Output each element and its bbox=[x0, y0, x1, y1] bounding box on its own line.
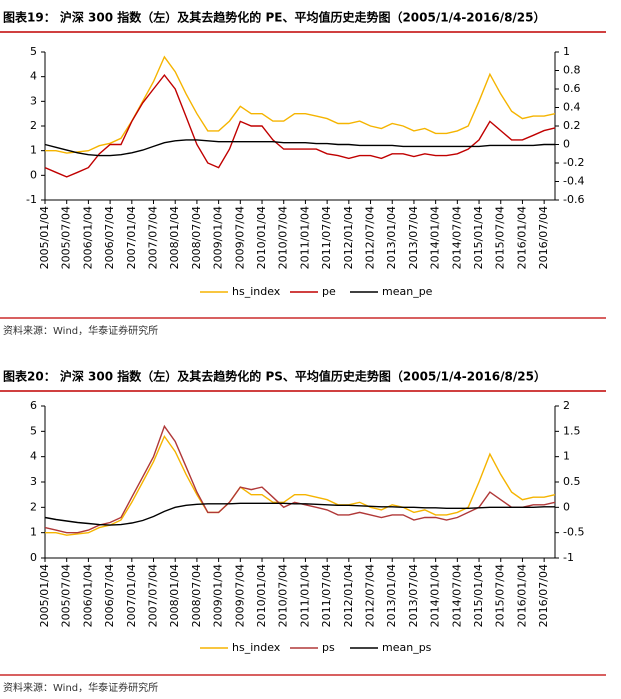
y2-tick-label: -0.2 bbox=[563, 156, 584, 169]
y2-tick-label: 0.5 bbox=[563, 475, 581, 488]
y-tick-label: 1 bbox=[30, 144, 37, 157]
x-tick-label: 2005/01/04 bbox=[38, 564, 51, 627]
y-tick-label: 6 bbox=[30, 399, 37, 412]
x-tick-label: 2015/07/04 bbox=[494, 564, 507, 627]
y-tick-label: 3 bbox=[30, 475, 37, 488]
y2-tick-label: 0.4 bbox=[563, 101, 581, 114]
x-tick-label: 2006/07/04 bbox=[103, 564, 116, 627]
x-tick-label: 2016/01/04 bbox=[515, 206, 528, 269]
x-tick-label: 2009/01/04 bbox=[212, 564, 225, 627]
x-tick-label: 2008/01/04 bbox=[168, 206, 181, 269]
y2-tick-label: 0.8 bbox=[563, 64, 581, 77]
y-tick-label: 1 bbox=[30, 526, 37, 539]
x-tick-label: 2006/01/04 bbox=[81, 206, 94, 269]
x-tick-label: 2012/07/04 bbox=[364, 564, 377, 627]
x-tick-label: 2009/07/04 bbox=[233, 564, 246, 627]
legend-label: ps bbox=[322, 641, 335, 654]
y-tick-label: 5 bbox=[30, 45, 37, 58]
y2-tick-label: 0 bbox=[563, 500, 570, 513]
x-tick-label: 2005/07/04 bbox=[60, 206, 73, 269]
x-tick-label: 2016/07/04 bbox=[537, 564, 550, 627]
y2-tick-label: 0 bbox=[563, 138, 570, 151]
y-tick-label: 2 bbox=[30, 119, 37, 132]
x-tick-label: 2007/07/04 bbox=[147, 206, 160, 269]
y2-tick-label: -0.5 bbox=[563, 526, 584, 539]
y2-tick-label: 2 bbox=[563, 399, 570, 412]
legend-label: mean_pe bbox=[382, 285, 433, 298]
x-tick-label: 2013/01/04 bbox=[385, 206, 398, 269]
y-tick-label: 4 bbox=[30, 70, 37, 83]
x-tick-label: 2009/07/04 bbox=[233, 206, 246, 269]
x-tick-label: 2014/07/04 bbox=[450, 206, 463, 269]
series-line bbox=[44, 139, 555, 157]
legend-label: mean_ps bbox=[382, 641, 432, 654]
x-tick-label: 2010/07/04 bbox=[277, 206, 290, 269]
y-tick-label: -1 bbox=[26, 193, 37, 206]
legend-label: pe bbox=[322, 285, 336, 298]
x-tick-label: 2010/01/04 bbox=[255, 206, 268, 269]
legend-label: hs_index bbox=[232, 641, 281, 654]
x-tick-label: 2009/01/04 bbox=[212, 206, 225, 269]
x-tick-label: 2005/01/04 bbox=[38, 206, 51, 269]
x-tick-label: 2011/07/04 bbox=[320, 564, 333, 627]
series-line bbox=[44, 424, 556, 534]
x-tick-label: 2011/01/04 bbox=[298, 564, 311, 627]
chart-title: 图表19： 沪深 300 指数（左）及其去趋势化的 PE、平均值历史走势图（20… bbox=[3, 10, 546, 25]
x-tick-label: 2007/01/04 bbox=[125, 206, 138, 269]
x-tick-label: 2013/07/04 bbox=[407, 206, 420, 269]
x-tick-label: 2013/07/04 bbox=[407, 564, 420, 627]
x-tick-label: 2007/01/04 bbox=[125, 564, 138, 627]
y-tick-label: 5 bbox=[30, 424, 37, 437]
series-line bbox=[44, 502, 555, 526]
x-tick-label: 2006/01/04 bbox=[81, 564, 94, 627]
x-tick-label: 2014/01/04 bbox=[429, 564, 442, 627]
y2-tick-label: -0.6 bbox=[563, 193, 584, 206]
y2-tick-label: 0.6 bbox=[563, 82, 581, 95]
y2-tick-label: -1 bbox=[563, 551, 574, 564]
x-tick-label: 2014/07/04 bbox=[450, 564, 463, 627]
y-tick-label: 4 bbox=[30, 450, 37, 463]
y-tick-label: 0 bbox=[30, 551, 37, 564]
series-line bbox=[44, 73, 556, 178]
x-tick-label: 2016/01/04 bbox=[515, 564, 528, 627]
x-tick-label: 2016/07/04 bbox=[537, 206, 550, 269]
x-tick-label: 2008/07/04 bbox=[190, 206, 203, 269]
x-tick-label: 2014/01/04 bbox=[429, 206, 442, 269]
x-tick-label: 2015/01/04 bbox=[472, 564, 485, 627]
x-tick-label: 2015/01/04 bbox=[472, 206, 485, 269]
y-tick-label: 3 bbox=[30, 94, 37, 107]
legend-label: hs_index bbox=[232, 285, 281, 298]
y-tick-label: 2 bbox=[30, 500, 37, 513]
x-tick-label: 2012/07/04 bbox=[364, 206, 377, 269]
x-tick-label: 2008/07/04 bbox=[190, 564, 203, 627]
x-tick-label: 2012/01/04 bbox=[342, 206, 355, 269]
y2-tick-label: 1.5 bbox=[563, 424, 581, 437]
x-tick-label: 2006/07/04 bbox=[103, 206, 116, 269]
x-tick-label: 2005/07/04 bbox=[60, 564, 73, 627]
x-tick-label: 2007/07/04 bbox=[147, 564, 160, 627]
x-tick-label: 2011/07/04 bbox=[320, 206, 333, 269]
source-note: 资料来源：Wind，华泰证券研究所 bbox=[3, 324, 158, 337]
source-note: 资料来源：Wind，华泰证券研究所 bbox=[3, 681, 158, 694]
series-line bbox=[45, 434, 556, 536]
x-tick-label: 2015/07/04 bbox=[494, 206, 507, 269]
x-tick-label: 2011/01/04 bbox=[298, 206, 311, 269]
x-tick-label: 2013/01/04 bbox=[385, 564, 398, 627]
y-tick-label: 0 bbox=[30, 168, 37, 181]
x-tick-label: 2010/01/04 bbox=[255, 564, 268, 627]
y2-tick-label: 1 bbox=[563, 45, 570, 58]
y2-tick-label: -0.4 bbox=[563, 175, 584, 188]
chart-title: 图表20： 沪深 300 指数（左）及其去趋势化的 PS、平均值历史走势图（20… bbox=[3, 369, 546, 384]
x-tick-label: 2012/01/04 bbox=[342, 564, 355, 627]
y2-tick-label: 1 bbox=[563, 450, 570, 463]
series-line bbox=[45, 55, 556, 154]
x-tick-label: 2008/01/04 bbox=[168, 564, 181, 627]
x-tick-label: 2010/07/04 bbox=[277, 564, 290, 627]
y2-tick-label: 0.2 bbox=[563, 119, 581, 132]
